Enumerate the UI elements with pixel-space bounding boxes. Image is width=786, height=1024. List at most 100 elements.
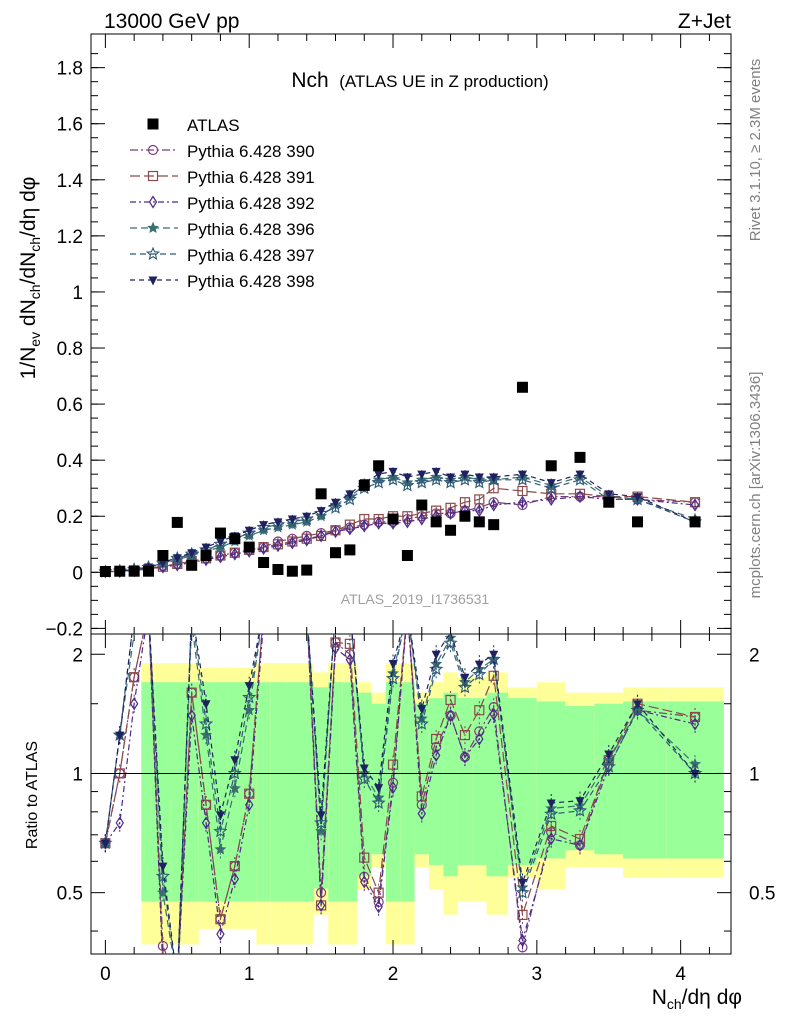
mc-point <box>515 472 530 486</box>
ratio-point <box>459 729 471 741</box>
mc-point <box>388 467 398 477</box>
mc-point <box>287 515 297 525</box>
atlas-data-point <box>258 557 270 569</box>
mc-point <box>630 491 645 506</box>
mc-curve-line <box>105 470 696 573</box>
ratio-point <box>474 660 484 670</box>
ratio-band-green <box>565 706 595 851</box>
ratio-point <box>360 875 369 889</box>
mc-point <box>446 506 455 521</box>
mc-point <box>517 470 527 480</box>
ratio-point <box>417 705 427 715</box>
mc-point <box>256 520 271 534</box>
ratio-point <box>198 716 214 730</box>
ratio-point <box>443 635 458 650</box>
mc-point <box>302 512 312 522</box>
ratio-band-green <box>428 698 444 865</box>
y-tick-label: 0.8 <box>57 339 83 360</box>
ratio-point <box>690 769 700 779</box>
ratio-point <box>357 771 372 786</box>
ratio-point <box>431 748 441 762</box>
ratio-band-green <box>594 703 624 855</box>
ratio-band-green <box>170 682 185 902</box>
ratio-point <box>359 852 370 863</box>
ratio-point <box>689 711 701 723</box>
mc-point <box>270 517 286 531</box>
atlas-data-point <box>143 565 155 577</box>
ratio-curve-line <box>104 634 696 954</box>
ratio-point <box>417 807 426 821</box>
atlas-data-point <box>358 479 370 491</box>
legend-label: Pythia 6.428 397 <box>187 246 315 265</box>
atlas-data-point <box>603 496 615 508</box>
atlas-data-point <box>171 516 183 528</box>
mc-point <box>690 498 700 512</box>
mc-curve-line <box>105 487 696 573</box>
ratio-point <box>446 708 455 723</box>
atlas-data-point <box>128 565 140 577</box>
mc-point <box>172 554 182 564</box>
ratio-band-green <box>400 682 415 902</box>
mcplots-label: mcplots.cern.ch [arXiv:1306.3436] <box>747 372 764 599</box>
plot-title-sub: (ATLAS UE in Z production) <box>339 72 548 91</box>
mc-point <box>417 470 427 480</box>
x-tick-label: 2 <box>388 964 399 985</box>
mc-point <box>457 472 472 486</box>
ratio-point <box>388 660 398 670</box>
ratio-curves <box>98 634 703 954</box>
mc-point <box>402 473 412 483</box>
ratio-tick-label: 2 <box>72 645 83 666</box>
ratio-point <box>244 682 254 692</box>
mc-point <box>259 541 268 556</box>
ratio-point <box>227 766 242 780</box>
mc-point <box>443 475 458 489</box>
ratio-point <box>414 716 429 730</box>
ratio-point <box>601 759 616 773</box>
mc-point <box>429 472 444 486</box>
mc-point <box>371 475 386 489</box>
mc-curve-line <box>105 479 696 573</box>
ratio-point <box>344 638 355 649</box>
mc-point <box>201 543 211 553</box>
legend-label: Pythia 6.428 391 <box>187 168 315 187</box>
mc-point <box>316 507 326 517</box>
ratio-point <box>156 886 169 898</box>
mc-point <box>158 559 168 569</box>
ratio-point <box>200 728 213 741</box>
mc-point <box>316 529 326 543</box>
atlas-data-point <box>315 488 327 500</box>
mc-point <box>374 470 384 480</box>
ratio-point <box>373 887 384 898</box>
ratio-point <box>429 661 444 676</box>
atlas-data-point <box>344 544 356 556</box>
atlas-data-point <box>545 460 557 472</box>
mc-point <box>374 516 383 530</box>
mc-point <box>400 477 415 492</box>
ratio-point <box>460 673 470 683</box>
y-tick-label: 1.8 <box>57 59 83 80</box>
atlas-data-point <box>99 565 111 577</box>
y-tick-label: 0.6 <box>57 395 83 416</box>
legend-atlas-label: ATLAS <box>187 116 240 135</box>
atlas-data-point <box>488 519 500 531</box>
atlas-data-points <box>99 381 701 577</box>
mc-point <box>385 472 401 486</box>
legend-atlas-marker <box>147 118 159 130</box>
ratio-band-green <box>508 698 537 865</box>
mc-point <box>403 515 412 529</box>
atlas-data-point <box>229 533 241 545</box>
mc-point <box>230 547 240 561</box>
mc-point <box>328 500 343 514</box>
mc-point <box>546 479 556 489</box>
ratio-point <box>431 650 441 660</box>
mc-curve-line <box>105 496 696 573</box>
ratio-tick-label-right: 1 <box>749 764 760 785</box>
atlas-data-point <box>574 451 586 463</box>
ratio-point <box>474 705 485 716</box>
ratio-band-green <box>342 682 358 902</box>
atlas-data-point <box>516 381 528 393</box>
ratio-point <box>230 872 240 886</box>
ratio-point <box>517 909 528 920</box>
ratio-point <box>242 690 257 704</box>
